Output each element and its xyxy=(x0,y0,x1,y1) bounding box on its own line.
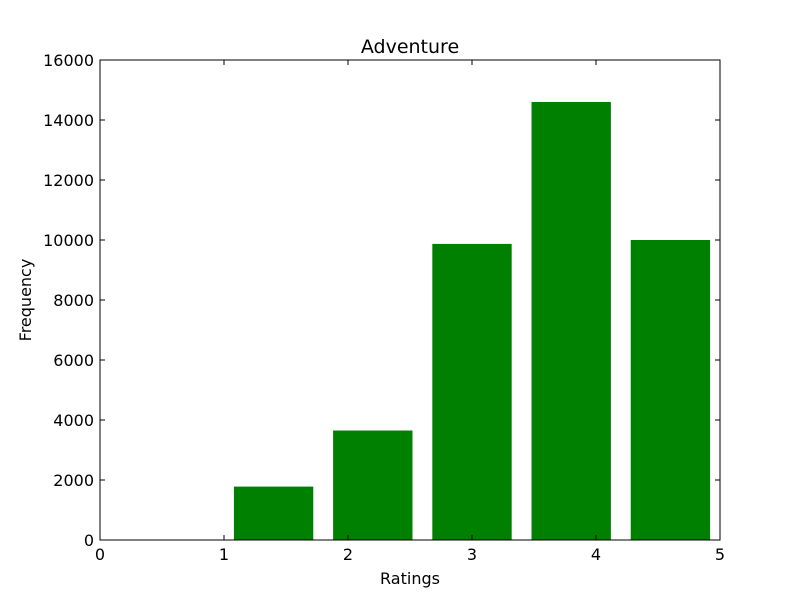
bar-5 xyxy=(630,240,711,540)
y-tick-label: 0 xyxy=(84,531,94,550)
y-axis-label: Frequency xyxy=(16,259,35,342)
x-tick-label: 0 xyxy=(95,545,105,564)
y-tick-label: 16000 xyxy=(43,51,94,70)
x-tick-label: 1 xyxy=(219,545,229,564)
bar-series xyxy=(233,102,711,540)
x-axis: 0 1 2 3 4 5 xyxy=(95,60,725,564)
y-tick-label: 6000 xyxy=(53,351,94,370)
y-tick-label: 8000 xyxy=(53,291,94,310)
x-tick-label: 4 xyxy=(591,545,601,564)
bar-4 xyxy=(531,102,611,540)
y-axis: 0 2000 4000 6000 8000 10000 12000 14000 16000 xyxy=(43,51,720,550)
bar-1 xyxy=(233,486,314,540)
x-tick-label: 2 xyxy=(343,545,353,564)
x-axis-label: Ratings xyxy=(380,569,440,588)
chart-title: Adventure xyxy=(361,36,459,58)
y-tick-label: 2000 xyxy=(53,471,94,490)
y-tick-label: 12000 xyxy=(43,171,94,190)
y-tick-label: 10000 xyxy=(43,231,94,250)
y-tick-label: 14000 xyxy=(43,111,94,130)
y-tick-label: 4000 xyxy=(53,411,94,430)
bar-3 xyxy=(432,243,512,540)
plot-area xyxy=(99,59,721,541)
x-tick-label: 5 xyxy=(715,545,725,564)
x-tick-label: 3 xyxy=(467,545,477,564)
bar-2 xyxy=(333,430,413,540)
